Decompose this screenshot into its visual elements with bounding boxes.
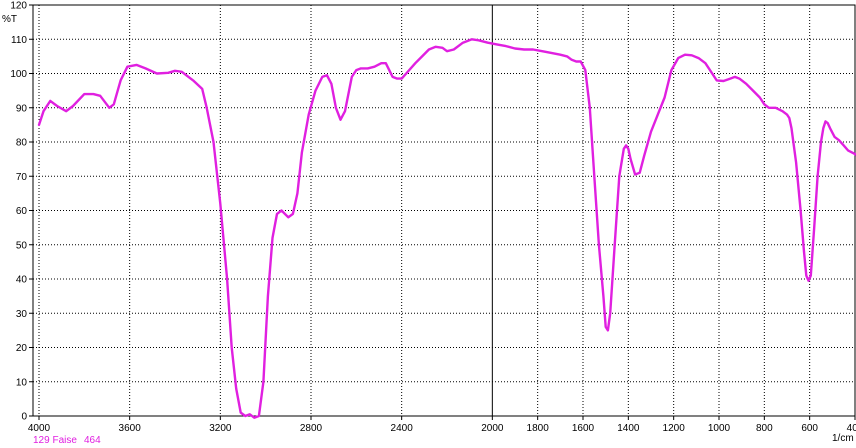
x-tick-label: 1800 <box>527 423 550 434</box>
x-tick-label: 2000 <box>481 423 504 434</box>
y-tick-label: 40 <box>16 275 28 286</box>
y-tick-label: 90 <box>16 103 28 114</box>
y-tick-label: 30 <box>16 309 28 320</box>
y-tick-label: 10 <box>16 377 28 388</box>
y-tick-label: 80 <box>16 138 28 149</box>
y-tick-label: 20 <box>16 343 28 354</box>
x-tick-label: 1000 <box>708 423 731 434</box>
x-axis-unit-label: 1/cm <box>832 433 854 444</box>
x-tick-label: 2800 <box>300 423 323 434</box>
y-tick-label: 60 <box>16 206 28 217</box>
x-tick-label: 3600 <box>119 423 142 434</box>
grid <box>33 4 856 417</box>
y-tick-label: 70 <box>16 172 28 183</box>
y-tick-label: 100 <box>10 69 27 80</box>
x-tick-label: 600 <box>801 423 818 434</box>
y-tick-label: 50 <box>16 240 28 251</box>
x-tick-label: 1400 <box>617 423 640 434</box>
legend-sample-name: 129 Faise <box>33 435 77 446</box>
x-tick-label: 4000 <box>28 423 51 434</box>
plot-frame <box>32 4 856 417</box>
series-line-129-faise <box>37 38 856 419</box>
x-tick-label: 1200 <box>663 423 686 434</box>
x-tick-label: 3200 <box>209 423 232 434</box>
y-axis-unit-label: %T <box>2 14 17 25</box>
y-tick-label: 120 <box>10 1 27 12</box>
y-tick-label: 0 <box>21 412 27 423</box>
y-tick-labels: 0 10 20 30 40 50 60 70 80 90 100 110 120 <box>10 1 27 423</box>
x-tick-label: 400 <box>847 423 856 434</box>
y-tick-label: 110 <box>11 35 27 46</box>
legend-sample-number: 464 <box>84 435 101 446</box>
x-tick-label: 2400 <box>391 423 414 434</box>
x-tick-labels: 4000 3600 3200 2800 2400 2000 1800 1600 1400 1200… <box>28 423 856 434</box>
x-tick-label: 1600 <box>572 423 595 434</box>
x-tick-label: 800 <box>756 423 773 434</box>
axes <box>29 4 856 420</box>
series-layer <box>37 38 856 419</box>
